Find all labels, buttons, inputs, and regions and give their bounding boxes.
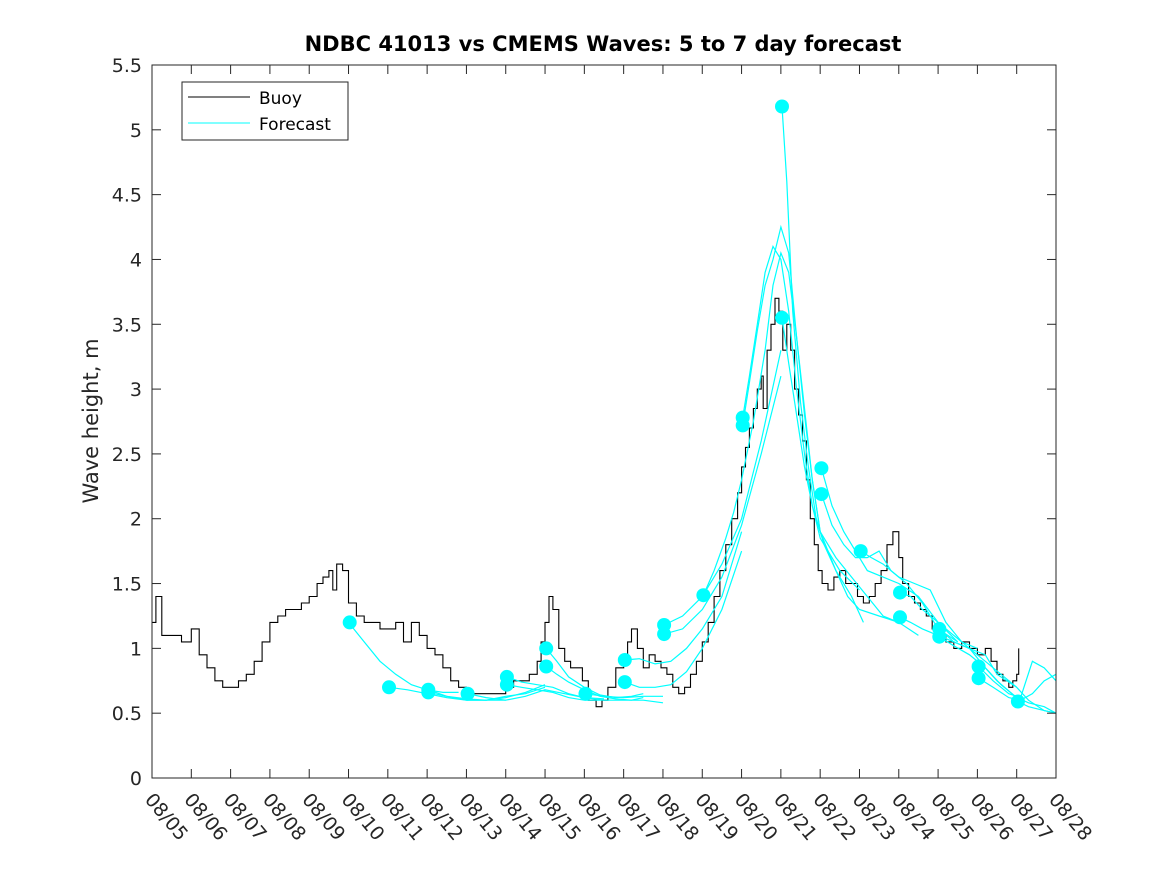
forecast-start-marker <box>539 659 554 674</box>
x-tick-label: 08/21 <box>769 789 821 845</box>
x-tick-label: 08/10 <box>337 789 389 845</box>
x-tick-label: 08/08 <box>258 789 310 845</box>
axes-box <box>151 64 1057 779</box>
x-tick-label: 08/17 <box>612 789 664 845</box>
forecast-run-line <box>781 317 919 636</box>
legend-box <box>181 81 349 141</box>
forecast-run-line <box>820 468 959 643</box>
forecast-start-marker <box>539 641 554 656</box>
y-tick-label: 3.5 <box>112 314 142 336</box>
x-tick-label: 08/11 <box>376 789 428 845</box>
y-tick-label: 4.5 <box>112 185 142 207</box>
axis-ticks: 00.511.522.533.544.555.508/0508/0608/070… <box>112 55 1096 845</box>
forecast-start-marker <box>342 615 357 630</box>
x-tick-label: 08/06 <box>179 789 231 845</box>
forecast-run-line <box>978 660 1057 699</box>
forecast-start-marker <box>460 686 475 701</box>
chart-title: NDBC 41013 vs CMEMS Waves: 5 to 7 day fo… <box>305 32 902 56</box>
forecast-start-marker <box>382 680 396 695</box>
forecast-start-marker <box>932 629 947 644</box>
x-tick-label: 08/25 <box>926 789 978 845</box>
forecast-run-line <box>624 531 743 665</box>
y-tick-label: 1.5 <box>112 574 142 596</box>
y-tick-label: 2 <box>130 509 142 531</box>
forecast-run-line <box>938 636 1057 714</box>
x-tick-label: 08/23 <box>848 789 900 845</box>
x-tick-label: 08/13 <box>455 789 507 845</box>
forecast-run-line <box>624 550 743 688</box>
forecast-start-marker <box>617 675 632 690</box>
forecast-start-marker <box>617 653 632 667</box>
y-tick-label: 2.5 <box>112 444 142 466</box>
forecast-start-marker <box>893 610 907 625</box>
legend-forecast-label: Forecast <box>259 115 331 135</box>
forecast-start-marker <box>657 627 672 642</box>
y-tick-label: 1 <box>130 638 142 660</box>
forecast-start-marker <box>421 685 436 700</box>
forecast-start-marker <box>814 487 829 502</box>
forecast-start-marker <box>775 310 789 325</box>
forecast-start-marker <box>735 418 750 433</box>
x-tick-label: 08/24 <box>887 789 939 845</box>
forecast-start-marker <box>971 659 986 674</box>
forecast-start-marker <box>814 461 829 476</box>
forecast-run-line <box>663 375 782 635</box>
forecast-run-line <box>820 493 959 643</box>
forecast-start-marker <box>499 677 514 692</box>
y-tick-label: 3 <box>130 379 142 401</box>
legend-buoy-label: Buoy <box>259 89 302 109</box>
forecast-run-line <box>348 622 459 694</box>
forecast-run-line <box>938 628 1057 714</box>
x-tick-label: 08/05 <box>140 789 192 845</box>
buoy-series-line <box>152 297 1020 708</box>
x-tick-label: 08/15 <box>533 789 585 845</box>
x-tick-label: 08/18 <box>651 789 703 845</box>
forecast-run-line <box>585 697 664 704</box>
y-tick-label: 5 <box>130 120 142 142</box>
forecast-run-line <box>742 245 860 591</box>
x-tick-label: 08/19 <box>690 789 742 845</box>
forecast-start-marker <box>578 686 593 701</box>
y-tick-label: 0 <box>130 768 142 790</box>
forecast-start-marker <box>696 588 711 603</box>
plot-area <box>152 99 1057 714</box>
forecast-run-line <box>467 689 585 701</box>
x-tick-label: 08/16 <box>572 789 624 845</box>
x-tick-label: 08/20 <box>730 789 782 845</box>
forecast-start-marker <box>971 671 986 686</box>
x-tick-label: 08/09 <box>297 789 349 845</box>
forecast-start-marker <box>775 99 789 114</box>
forecast-start-marker <box>893 585 907 600</box>
x-tick-label: 08/22 <box>808 789 860 845</box>
y-tick-label: 4 <box>130 249 142 271</box>
x-tick-label: 08/26 <box>966 789 1018 845</box>
x-tick-label: 08/14 <box>494 789 546 845</box>
x-tick-label: 08/07 <box>219 789 271 845</box>
y-tick-label: 0.5 <box>112 703 142 725</box>
forecast-run-line <box>860 550 978 649</box>
x-tick-label: 08/12 <box>415 789 467 845</box>
forecast-run-line <box>663 350 782 626</box>
forecast-start-marker <box>1010 694 1025 709</box>
x-tick-label: 08/27 <box>1005 789 1057 845</box>
forecast-run-line <box>428 686 546 701</box>
x-tick-label: 08/28 <box>1044 789 1096 845</box>
forecast-run-line <box>585 693 663 699</box>
forecast-start-marker <box>853 544 868 559</box>
y-tick-label: 5.5 <box>112 55 142 77</box>
y-axis-label: Wave height, m <box>79 338 103 503</box>
legend: Buoy Forecast <box>181 81 349 141</box>
forecast-run-line <box>545 648 644 699</box>
